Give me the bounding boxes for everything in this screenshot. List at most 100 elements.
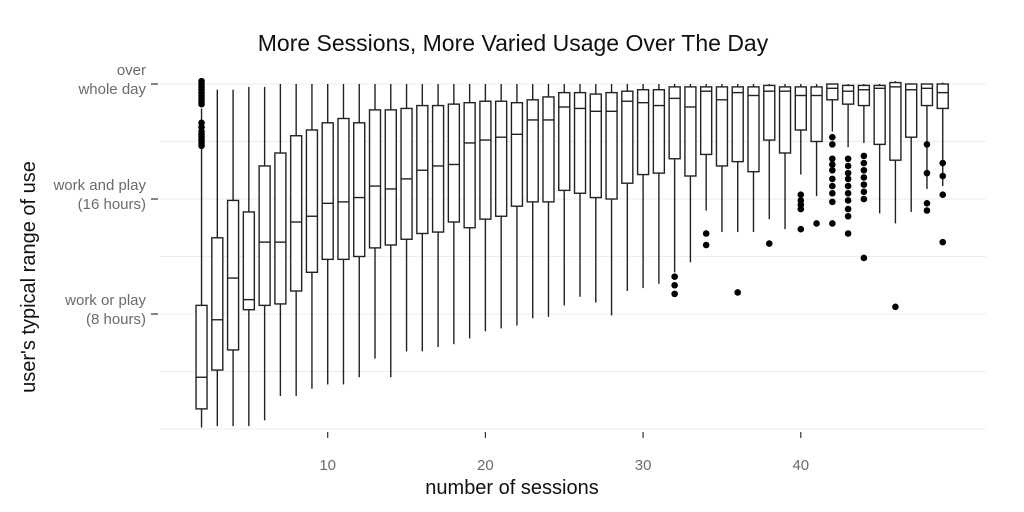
box-group [573, 84, 587, 297]
box [636, 89, 650, 176]
box [889, 81, 902, 161]
box [558, 91, 571, 192]
box [810, 86, 823, 143]
box [258, 165, 271, 307]
outlier-point [860, 195, 868, 203]
y-tick-label: work or play [64, 292, 146, 309]
box [904, 83, 918, 138]
box-group [226, 89, 240, 427]
box [605, 91, 618, 200]
outlier-point [829, 189, 836, 197]
box-group [621, 84, 634, 291]
outlier-point [860, 188, 868, 196]
box-group [731, 84, 744, 296]
box-group [337, 84, 350, 385]
box [479, 100, 492, 220]
box [353, 122, 366, 258]
box [826, 83, 839, 101]
outlier-point [939, 172, 947, 180]
outlier-point [829, 220, 836, 227]
outlier-point [829, 182, 836, 190]
box [699, 86, 713, 156]
box-group [857, 84, 871, 262]
box-group [305, 84, 319, 389]
outlier-point [844, 155, 852, 163]
box-group [841, 84, 855, 237]
box [510, 101, 524, 207]
outlier-point [702, 241, 710, 249]
box-group [904, 83, 918, 212]
box-group [211, 89, 224, 427]
x-axis: 10 20 30 40 [319, 432, 809, 474]
box [920, 83, 934, 107]
box-group [810, 84, 823, 227]
boxplot-series [195, 77, 949, 428]
box-group [826, 83, 839, 227]
box-group [479, 84, 492, 332]
outlier-point [198, 119, 205, 127]
box [526, 99, 539, 203]
box-group [289, 84, 303, 396]
box-group [510, 84, 524, 326]
box-group [447, 84, 461, 345]
box [936, 83, 949, 110]
x-tick-label: 20 [477, 457, 494, 474]
box-group [873, 84, 886, 214]
outlier-point [939, 159, 947, 167]
box-group [542, 84, 555, 317]
box-group [558, 84, 571, 306]
box-group [747, 84, 760, 233]
box-group [778, 84, 792, 230]
box [652, 89, 666, 174]
box-group [431, 84, 445, 348]
box-group [400, 84, 413, 352]
box [400, 107, 413, 240]
box [305, 129, 319, 274]
box [431, 104, 445, 233]
box [494, 100, 508, 217]
x-tick-label: 10 [319, 457, 336, 474]
y-tick-label: over [117, 62, 146, 79]
outlier-point [844, 182, 852, 190]
box [242, 211, 256, 311]
box [542, 96, 555, 203]
outlier-point [813, 220, 820, 227]
outlier-point [797, 191, 805, 198]
box-group [763, 84, 776, 247]
outlier-point [860, 254, 868, 262]
y-tick-label: work and play [52, 177, 146, 194]
box-group [636, 84, 650, 289]
outlier-point [671, 290, 678, 298]
box [337, 117, 350, 261]
box-group [668, 84, 681, 298]
outlier-point [702, 230, 710, 237]
box [873, 84, 886, 146]
box [778, 86, 792, 154]
box-group [889, 81, 902, 311]
outlier-point [844, 189, 852, 197]
box-group [242, 86, 256, 427]
box-group [652, 84, 666, 284]
outlier-point [198, 77, 205, 85]
box-group [699, 84, 713, 249]
box [668, 86, 681, 160]
box [384, 109, 397, 246]
box [731, 86, 744, 163]
box [321, 122, 334, 261]
outlier-point [844, 175, 852, 183]
outlier-point [829, 155, 836, 163]
outlier-point [797, 205, 805, 213]
box [621, 90, 634, 184]
box-group [684, 84, 697, 263]
outlier-point [765, 240, 773, 247]
box-group [715, 84, 729, 233]
x-axis-title: number of sessions [425, 477, 598, 499]
box-group [353, 84, 366, 378]
box [289, 135, 303, 292]
outlier-point [829, 175, 836, 183]
box [463, 101, 476, 229]
outlier-point [829, 141, 836, 148]
y-tick-label: (8 hours) [86, 311, 146, 328]
outlier-point [844, 162, 852, 170]
